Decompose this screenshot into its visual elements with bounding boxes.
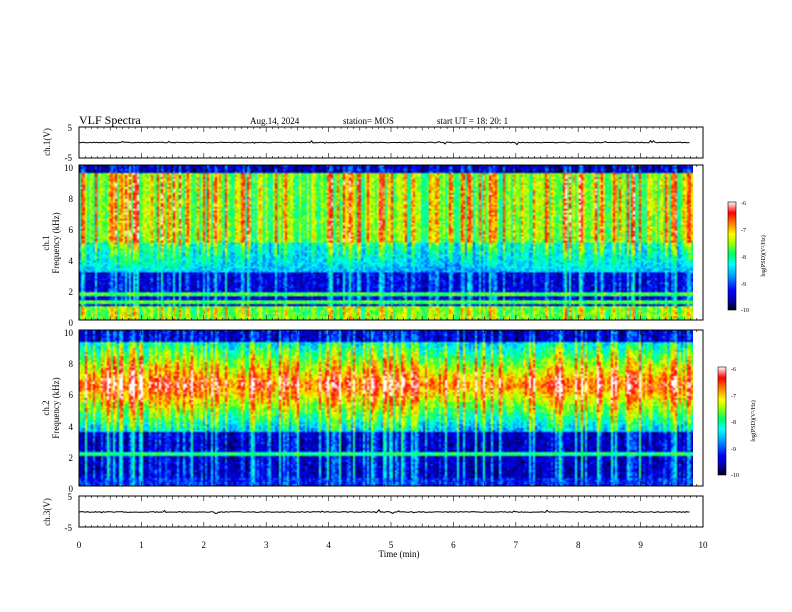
ch2-spectrogram-ylabel: Frequency (kHz) <box>51 377 61 438</box>
ch2-cbar-tick-m6: -6 <box>731 367 736 373</box>
x-tick-label-1: 1 <box>139 540 144 550</box>
ch1-cbar-tick-m8: -8 <box>741 255 746 261</box>
ch3-ytick-bottom: -5 <box>65 523 73 533</box>
ch1-cbar-tick-m10: -10 <box>741 308 749 314</box>
ch1-ytick-top: 5 <box>68 123 73 133</box>
header-start-time: start UT = 18: 20: 1 <box>437 116 508 126</box>
ch1-freq-tick-8: 8 <box>69 194 74 204</box>
header-date: Aug.14, 2024 <box>250 116 300 126</box>
ch2-cbar-tick-m8: -8 <box>731 420 736 426</box>
figure-title: VLF Spectra <box>79 113 141 127</box>
header-station: station= MOS <box>343 116 394 126</box>
ch2-freq-tick-0: 0 <box>69 484 74 494</box>
x-tick-label-6: 6 <box>451 540 456 550</box>
ch2-spectrogram-channel-label: ch.2 <box>41 400 51 415</box>
ch1-freq-tick-6: 6 <box>69 225 74 235</box>
x-tick-label-4: 4 <box>326 540 331 550</box>
ch3-voltage-ylabel: ch.3(V) <box>42 498 52 526</box>
ch2-spectrogram-yticks: 0 2 4 6 8 10 <box>64 328 74 494</box>
ch3-voltage-trace <box>78 509 690 515</box>
ch2-freq-tick-6: 6 <box>69 390 74 400</box>
x-axis-tick-labels: 0 1 2 3 4 5 6 7 8 9 10 <box>77 540 708 550</box>
ch2-freq-tick-4: 4 <box>69 422 74 432</box>
ch1-spectrogram-heatmap <box>79 165 693 320</box>
ch1-cbar-tick-m7: -7 <box>741 228 746 234</box>
ch2-freq-tick-2: 2 <box>69 453 74 463</box>
ch2-cbar-tick-m7: -7 <box>731 394 736 400</box>
ch3-ytick-top: 5 <box>68 492 73 502</box>
ch1-spectrogram-ylabel: Frequency (kHz) <box>51 212 61 273</box>
ch1-colorbar-label: log(PSD)(V²/Hz) <box>760 235 767 276</box>
x-axis-label: Time (min) <box>379 549 420 559</box>
ch1-cbar-tick-m9: -9 <box>741 282 746 288</box>
x-tick-label-7: 7 <box>514 540 519 550</box>
ch1-voltage-trace <box>79 139 690 146</box>
ch1-freq-tick-4: 4 <box>69 256 74 266</box>
ch1-ytick-bottom: -5 <box>65 153 73 163</box>
x-tick-label-5: 5 <box>389 540 394 550</box>
ch2-spectrogram-ticks <box>78 330 704 486</box>
ch1-colorbar-frame <box>727 201 737 311</box>
x-tick-label-10: 10 <box>699 540 709 550</box>
ch2-colorbar <box>718 367 726 475</box>
ch2-colorbar-label: log(PSD)(V²/Hz) <box>750 400 757 441</box>
x-tick-label-3: 3 <box>264 540 269 550</box>
ch2-freq-tick-8: 8 <box>69 359 74 369</box>
ch1-spectrogram-yticks: 0 2 4 6 8 10 <box>64 163 74 328</box>
ch1-voltage-ticks <box>78 127 704 158</box>
x-tick-label-0: 0 <box>77 540 82 550</box>
ch1-freq-tick-0: 0 <box>69 318 74 328</box>
ch2-colorbar-frame <box>717 366 727 476</box>
ch2-cbar-tick-m10: -10 <box>731 473 739 479</box>
x-tick-label-9: 9 <box>638 540 643 550</box>
ch1-cbar-tick-m6: -6 <box>741 201 746 207</box>
ch1-voltage-ylabel: ch.1(V) <box>42 128 52 156</box>
ch1-voltage-panel: 5 -5 ch.1(V) <box>42 123 704 163</box>
ch1-spectrogram-channel-label: ch.1 <box>41 235 51 250</box>
ch1-spectrogram-panel: 0 2 4 6 8 10 ch.1 Frequency (kHz) -6 -7 … <box>41 163 767 328</box>
x-tick-label-8: 8 <box>576 540 581 550</box>
ch1-colorbar <box>728 202 736 310</box>
ch2-freq-tick-10: 10 <box>64 328 74 338</box>
ch1-freq-tick-10: 10 <box>64 163 74 173</box>
ch3-voltage-ticks <box>78 496 704 527</box>
ch1-freq-tick-2: 2 <box>69 287 74 297</box>
x-tick-label-2: 2 <box>202 540 207 550</box>
ch3-voltage-panel: 5 -5 ch.3(V) <box>42 492 704 533</box>
ch2-spectrogram-heatmap <box>79 330 693 486</box>
ch1-spectrogram-ticks <box>78 165 704 320</box>
ch2-spectrogram-panel: 0 2 4 6 8 10 ch.2 Frequency (kHz) -6 -7 … <box>41 328 757 494</box>
ch2-cbar-tick-m9: -9 <box>731 447 736 453</box>
